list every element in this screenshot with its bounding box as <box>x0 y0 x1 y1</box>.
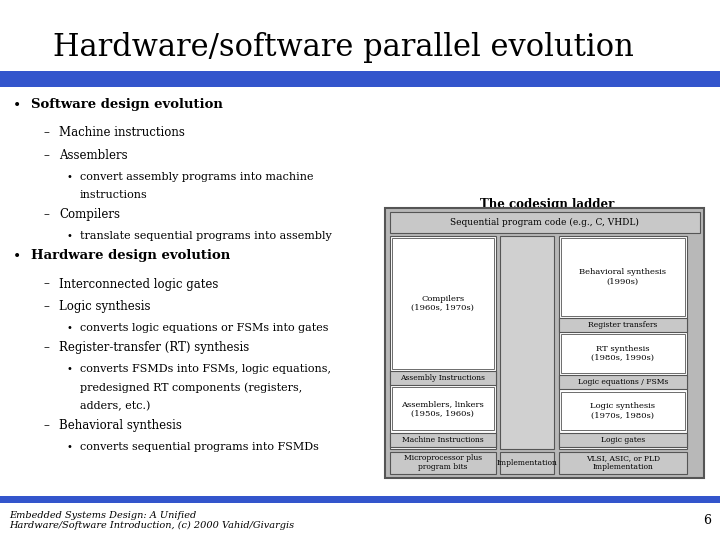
Bar <box>392 387 494 430</box>
Text: –: – <box>43 126 49 139</box>
Bar <box>561 238 685 316</box>
Bar <box>559 375 687 389</box>
Bar <box>390 212 700 233</box>
Text: Implementation: Implementation <box>497 459 558 467</box>
Bar <box>390 371 496 385</box>
Text: Logic synthesis: Logic synthesis <box>59 300 150 313</box>
Text: –: – <box>43 149 49 162</box>
Text: Software design evolution: Software design evolution <box>31 98 222 111</box>
Bar <box>0 71 720 87</box>
Text: •: • <box>67 323 73 333</box>
Text: –: – <box>43 419 49 432</box>
Text: Machine instructions: Machine instructions <box>59 126 185 139</box>
Text: –: – <box>43 300 49 313</box>
Text: converts logic equations or FSMs into gates: converts logic equations or FSMs into ga… <box>80 323 328 333</box>
Text: Compilers
(1960s, 1970s): Compilers (1960s, 1970s) <box>411 295 474 312</box>
Text: Assemblers, linkers
(1950s, 1960s): Assemblers, linkers (1950s, 1960s) <box>402 400 484 417</box>
Text: Logic gates: Logic gates <box>600 436 645 443</box>
Text: Machine Instructions: Machine Instructions <box>402 436 484 443</box>
Text: RT synthesis
(1980s, 1990s): RT synthesis (1980s, 1990s) <box>591 345 654 362</box>
Text: predesigned RT components (registers,: predesigned RT components (registers, <box>80 382 302 393</box>
Bar <box>559 452 687 474</box>
Text: Register transfers: Register transfers <box>588 321 657 329</box>
Text: •: • <box>13 98 21 112</box>
Text: Compilers: Compilers <box>59 208 120 221</box>
Bar <box>0 496 720 503</box>
Text: Register-transfer (RT) synthesis: Register-transfer (RT) synthesis <box>59 341 249 354</box>
Bar <box>390 433 496 447</box>
Bar <box>559 433 687 447</box>
Bar <box>390 236 496 449</box>
Text: Logic equations / FSMs: Logic equations / FSMs <box>577 379 668 386</box>
Text: convert assembly programs into machine: convert assembly programs into machine <box>80 172 313 182</box>
Bar <box>385 208 704 478</box>
Text: •: • <box>67 364 73 374</box>
Text: •: • <box>67 172 73 182</box>
Text: •: • <box>13 249 21 264</box>
Bar <box>500 452 554 474</box>
Text: –: – <box>43 341 49 354</box>
Text: Hardware/software parallel evolution: Hardware/software parallel evolution <box>53 32 634 63</box>
Text: •: • <box>67 442 73 452</box>
Text: translate sequential programs into assembly: translate sequential programs into assem… <box>80 231 332 241</box>
Bar <box>561 392 685 430</box>
Text: Logic synthesis
(1970s, 1980s): Logic synthesis (1970s, 1980s) <box>590 402 655 420</box>
Text: instructions: instructions <box>80 190 148 200</box>
Text: Hardware design evolution: Hardware design evolution <box>31 249 230 262</box>
Text: adders, etc.): adders, etc.) <box>80 401 150 411</box>
Text: converts FSMDs into FSMs, logic equations,: converts FSMDs into FSMs, logic equation… <box>80 364 331 374</box>
Text: Assembly Instructions: Assembly Instructions <box>400 374 485 382</box>
Text: The codesign ladder: The codesign ladder <box>480 198 614 211</box>
Bar <box>559 318 687 332</box>
Text: •: • <box>67 231 73 241</box>
Bar <box>390 452 496 474</box>
Bar <box>392 238 494 369</box>
Bar <box>500 236 554 449</box>
Text: Microprocessor plus
program bits: Microprocessor plus program bits <box>404 454 482 471</box>
Text: Embedded Systems Design: A Unified
Hardware/Software Introduction, (c) 2000 Vahi: Embedded Systems Design: A Unified Hardw… <box>9 511 294 530</box>
Text: Sequential program code (e.g., C, VHDL): Sequential program code (e.g., C, VHDL) <box>450 218 639 227</box>
Bar <box>559 236 687 449</box>
Text: Behavioral synthesis: Behavioral synthesis <box>59 419 182 432</box>
Text: 6: 6 <box>703 514 711 527</box>
Text: VLSI, ASIC, or PLD
Implementation: VLSI, ASIC, or PLD Implementation <box>586 454 660 471</box>
Text: Behavioral synthesis
(1990s): Behavioral synthesis (1990s) <box>580 268 666 286</box>
Bar <box>561 334 685 373</box>
Text: Interconnected logic gates: Interconnected logic gates <box>59 278 218 291</box>
Text: converts sequential programs into FSMDs: converts sequential programs into FSMDs <box>80 442 319 452</box>
Text: Assemblers: Assemblers <box>59 149 127 162</box>
Text: –: – <box>43 208 49 221</box>
Text: –: – <box>43 278 49 291</box>
